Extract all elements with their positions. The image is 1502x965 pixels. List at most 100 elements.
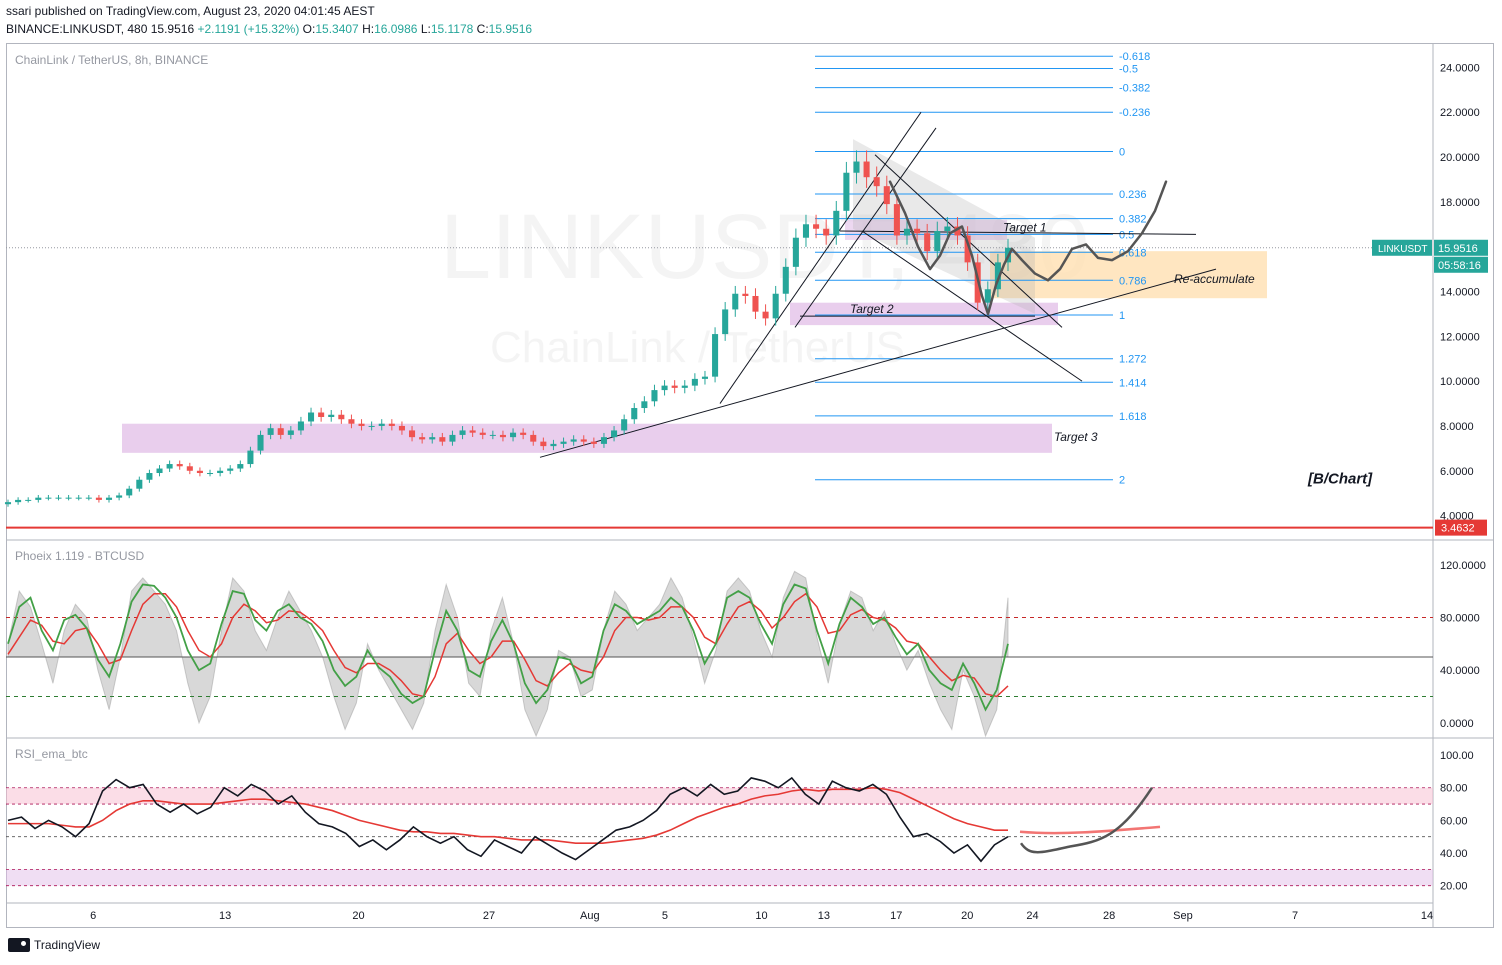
x-tick-label: 28 — [1103, 910, 1115, 922]
open-label: O: — [302, 22, 316, 36]
x-tick-label: 13 — [818, 910, 830, 922]
fib-level-label: 2 — [1119, 475, 1125, 487]
osc-pane-title: Phoeix 1.119 - BTCUSD — [15, 549, 144, 563]
candle-body — [560, 441, 567, 444]
candle-body — [449, 434, 456, 442]
candle-body — [802, 224, 810, 238]
target2-label: Target 2 — [850, 302, 894, 316]
low-label: L: — [420, 22, 431, 36]
candle-body — [590, 441, 597, 444]
author-tag: [B/Chart] — [1307, 471, 1373, 488]
candle-body — [520, 432, 527, 435]
candle-body — [348, 419, 355, 424]
fib-level-label: 1.618 — [1119, 411, 1147, 423]
candle-body — [510, 432, 517, 438]
main-pane-title: ChainLink / TetherUS, 8h, BINANCE — [15, 53, 208, 67]
candle-body — [4, 502, 12, 505]
osc-y-tick-label: 120.0000 — [1440, 560, 1486, 572]
candle-body — [308, 412, 315, 422]
x-tick-label: 24 — [1026, 910, 1038, 922]
candle-body — [984, 289, 991, 303]
fib-level-label: -0.5 — [1119, 64, 1138, 76]
candle-body — [873, 177, 880, 187]
fib-level-label: 0.5 — [1119, 229, 1134, 241]
candle-body — [55, 497, 62, 499]
candle-body — [459, 430, 466, 435]
candle-body — [792, 237, 799, 267]
target3-zone — [122, 423, 1052, 453]
candle-body — [863, 161, 870, 178]
price-tag — [1434, 239, 1488, 256]
x-tick-label: 17 — [890, 910, 902, 922]
close-value: 15.9516 — [488, 22, 533, 36]
footer: TradingView — [8, 938, 100, 952]
fib-level-label: -0.382 — [1119, 83, 1150, 95]
x-tick-label: 7 — [1292, 910, 1298, 922]
candle-body — [95, 497, 102, 500]
candle-body — [853, 161, 860, 173]
candle-body — [691, 378, 698, 386]
candle-body — [318, 412, 325, 417]
candle-body — [782, 266, 789, 294]
candle-body — [611, 430, 618, 438]
target3-label: Target 3 — [1054, 430, 1098, 444]
candle-body — [924, 233, 931, 252]
candle-body — [368, 425, 375, 427]
publish-info: ssari published on TradingView.com, Augu… — [6, 4, 375, 18]
y-tick-label: 12.0000 — [1440, 331, 1480, 343]
rsi-y-tick-label: 100.00 — [1440, 750, 1474, 762]
footer-brand: TradingView — [34, 938, 101, 952]
candle-body — [15, 499, 22, 503]
candle-body — [499, 434, 506, 438]
candle-body — [883, 186, 890, 205]
candle-body — [176, 464, 183, 467]
candle-body — [439, 437, 446, 442]
candle-body — [732, 293, 739, 310]
candle-body — [661, 385, 668, 391]
candle-body — [580, 439, 587, 442]
target1-zone — [845, 219, 1007, 240]
candle-body — [45, 497, 52, 499]
y-tick-label: 24.0000 — [1440, 62, 1480, 74]
y-tick-label: 8.0000 — [1440, 421, 1474, 433]
candle-body — [287, 430, 294, 435]
y-tick-label: 20.0000 — [1440, 152, 1480, 164]
fib-level-label: 0.618 — [1119, 247, 1147, 259]
candle-body — [954, 226, 961, 236]
y-tick-label: 22.0000 — [1440, 107, 1480, 119]
candle-body — [419, 437, 426, 440]
candle-body — [196, 470, 203, 474]
candle-body — [166, 464, 173, 469]
chart-frame — [6, 43, 1494, 928]
rsi-projection — [1019, 787, 1154, 854]
y-tick-label: 18.0000 — [1440, 197, 1480, 209]
candle-body — [116, 495, 123, 498]
x-tick-label: Sep — [1173, 910, 1193, 922]
osc-slow-line — [7, 592, 1009, 698]
y-tick-label: 14.0000 — [1440, 287, 1480, 299]
fib-level-label: 0.236 — [1119, 189, 1147, 201]
x-tick-label: 10 — [755, 910, 767, 922]
candle-body — [540, 441, 547, 447]
y-tick-label: 6.0000 — [1440, 466, 1474, 478]
x-tick-label: 14 — [1421, 910, 1433, 922]
countdown-label: 05:58:16 — [1438, 260, 1481, 272]
y-tick-label: 4.0000 — [1440, 511, 1474, 523]
fib-level-label: 1.272 — [1119, 354, 1147, 366]
symbol-label[interactable]: BINANCE:LINKUSDT, 480 — [6, 22, 148, 36]
candle-body — [297, 421, 304, 431]
candle-body — [469, 430, 476, 433]
fib-level-label: 0.382 — [1119, 214, 1147, 226]
fib-level-label: 1.414 — [1119, 377, 1147, 389]
candle-body — [378, 423, 385, 426]
candle-body — [186, 466, 193, 471]
red-level-tag — [1435, 519, 1487, 536]
falling-wedge-shade — [853, 139, 1035, 314]
candle-body — [994, 262, 1001, 290]
candle-body — [823, 228, 830, 236]
candle-body — [934, 230, 941, 252]
candle-body — [156, 468, 163, 474]
candle-body — [35, 497, 42, 500]
low-value: 15.1178 — [430, 22, 474, 36]
